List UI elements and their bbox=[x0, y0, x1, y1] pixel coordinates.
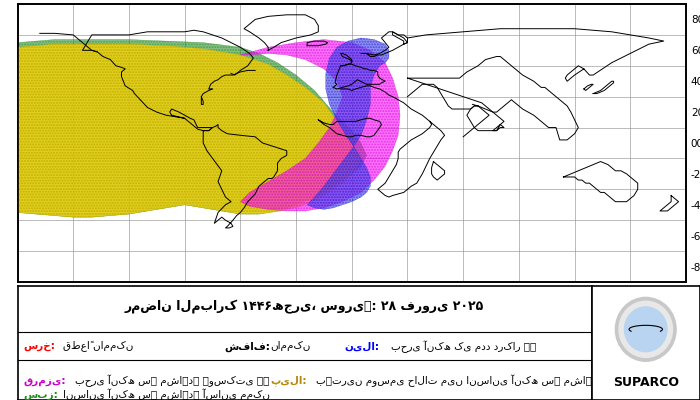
Text: بحری آنکھ سے مشاہدہ ہوسکتی ہے: بحری آنکھ سے مشاہدہ ہوسکتی ہے bbox=[75, 374, 270, 387]
Text: قطعاً ناممکن: قطعاً ناممکن bbox=[64, 341, 134, 352]
Circle shape bbox=[615, 298, 676, 361]
Circle shape bbox=[624, 307, 667, 352]
Circle shape bbox=[619, 301, 673, 358]
Text: شفاف:: شفاف: bbox=[224, 341, 270, 352]
Text: SUPARCO: SUPARCO bbox=[612, 376, 679, 390]
Text: سرخ:: سرخ: bbox=[23, 342, 55, 352]
Text: پیلا:: پیلا: bbox=[270, 375, 307, 386]
Polygon shape bbox=[240, 40, 400, 211]
Polygon shape bbox=[307, 38, 389, 210]
Polygon shape bbox=[18, 40, 367, 217]
Polygon shape bbox=[18, 44, 361, 217]
Text: قرمزی:: قرمزی: bbox=[23, 376, 66, 386]
Text: بحری آنکھ کی مدد درکار ہے: بحری آنکھ کی مدد درکار ہے bbox=[391, 340, 536, 353]
Text: سبز:: سبز: bbox=[23, 390, 58, 400]
Text: انسانی آنکھ سے مشاہدہ آسانی ممکن: انسانی آنکھ سے مشاہدہ آسانی ممکن bbox=[64, 388, 270, 400]
Text: رمضان المبارک ۱۴۴۶ھجری، سوریہ: ۲۸ فروری ۲۰۲۵: رمضان المبارک ۱۴۴۶ھجری، سوریہ: ۲۸ فروری … bbox=[125, 300, 484, 314]
Text: بہترین موسمی حالات میں انسانی آنکھ سے مشاہدہ ممکن ہے: بہترین موسمی حالات میں انسانی آنکھ سے مش… bbox=[316, 374, 652, 387]
Text: ناممکن: ناممکن bbox=[270, 342, 310, 352]
Text: نیلا:: نیلا: bbox=[344, 342, 379, 352]
